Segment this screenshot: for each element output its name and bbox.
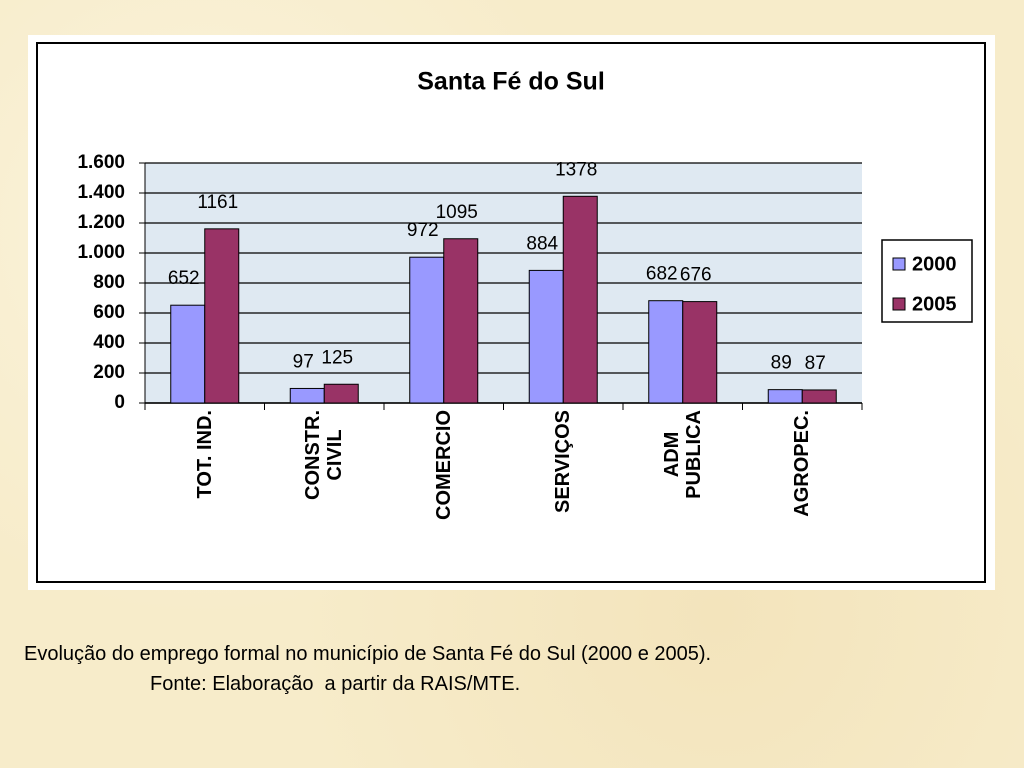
bar xyxy=(443,238,479,404)
y-tick-label: 0 xyxy=(114,392,125,413)
data-label: 1095 xyxy=(436,202,478,223)
x-tick-label: CONSTR. CIVIL xyxy=(302,410,347,500)
caption-source: Fonte: Elaboração a partir da RAIS/MTE. xyxy=(150,673,521,695)
data-label: 682 xyxy=(646,264,678,285)
x-tick-label: COMERCIO xyxy=(432,410,455,520)
legend-label: 2000 xyxy=(912,253,957,275)
bar xyxy=(528,269,564,404)
bar xyxy=(562,195,598,404)
legend-swatch xyxy=(892,257,906,271)
y-tick-label: 1.000 xyxy=(77,242,125,263)
bar xyxy=(801,389,837,404)
data-label: 87 xyxy=(805,353,826,374)
data-label: 1378 xyxy=(555,159,597,180)
data-label: 1161 xyxy=(197,192,238,213)
bar xyxy=(323,383,359,404)
x-tick-label: SERVIÇOS xyxy=(552,410,575,513)
data-label: 652 xyxy=(168,268,200,289)
x-tick-label: AGROPEC. xyxy=(791,410,814,517)
data-label: 884 xyxy=(526,233,558,254)
y-tick-label: 800 xyxy=(93,272,125,293)
bar xyxy=(170,304,206,404)
bar xyxy=(767,389,803,404)
data-label: 676 xyxy=(680,265,712,286)
bar xyxy=(648,300,684,404)
bar xyxy=(409,256,445,404)
y-tick-label: 200 xyxy=(93,362,125,383)
y-tick-label: 1.600 xyxy=(77,152,125,173)
y-tick-label: 1.400 xyxy=(77,182,125,203)
x-tick-label: ADM PUBLICA xyxy=(660,410,705,499)
y-tick-label: 400 xyxy=(93,332,125,353)
legend-label: 2005 xyxy=(912,293,957,315)
chart-title: Santa Fé do Sul xyxy=(417,68,605,96)
data-label: 125 xyxy=(321,347,353,368)
bar xyxy=(289,387,325,404)
y-tick-label: 1.200 xyxy=(77,212,125,233)
legend-swatch xyxy=(892,297,906,311)
data-label: 97 xyxy=(293,351,314,372)
legend xyxy=(881,239,973,323)
y-tick-label: 600 xyxy=(93,302,125,323)
bar xyxy=(204,228,240,404)
x-tick-label: TOT. IND. xyxy=(193,410,216,499)
data-label: 972 xyxy=(407,220,439,241)
bar xyxy=(682,301,718,404)
caption: Evolução do emprego formal no município … xyxy=(24,643,712,665)
data-label: 89 xyxy=(771,353,792,374)
